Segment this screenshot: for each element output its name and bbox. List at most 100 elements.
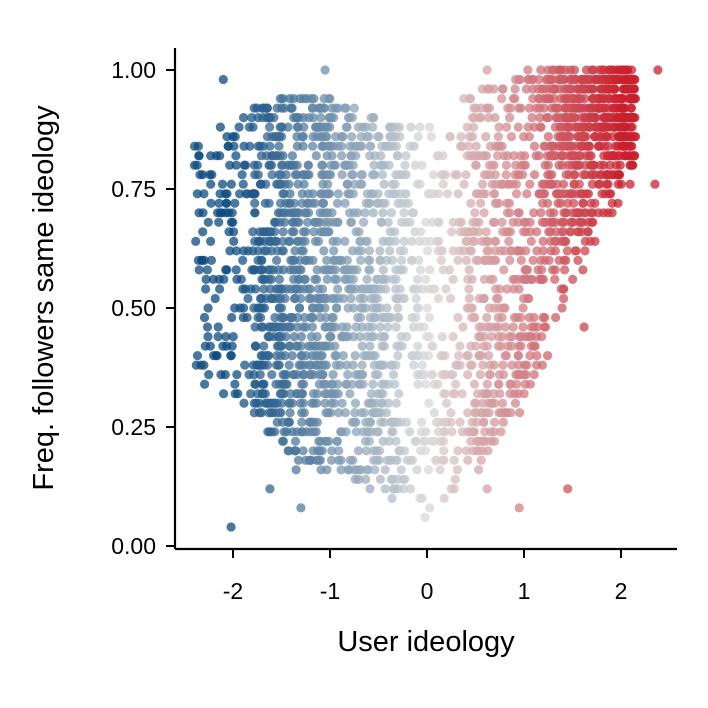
data-point (330, 103, 340, 113)
data-point (438, 436, 449, 446)
data-point (247, 113, 257, 123)
data-point (448, 246, 458, 256)
data-point (322, 151, 332, 161)
data-point (529, 322, 539, 332)
data-point (482, 246, 492, 256)
data-point (291, 465, 301, 475)
data-point (272, 417, 282, 427)
data-point (358, 122, 368, 132)
data-point (222, 189, 232, 199)
data-point (334, 408, 344, 418)
data-point (456, 132, 466, 142)
data-point (502, 198, 512, 208)
data-point (278, 94, 288, 104)
data-point (340, 198, 350, 208)
data-point (362, 274, 372, 284)
x-tick-label: 2 (615, 578, 628, 604)
data-point (306, 341, 316, 351)
data-point (351, 227, 361, 237)
data-point (565, 94, 575, 104)
data-point (390, 132, 400, 142)
data-point (595, 160, 606, 170)
data-point (392, 312, 403, 323)
data-point (378, 236, 388, 246)
data-point (556, 74, 566, 85)
data-point (213, 332, 223, 342)
data-point (317, 160, 327, 170)
data-point (214, 198, 224, 208)
data-point (509, 151, 519, 161)
data-point (391, 398, 401, 408)
data-point (315, 208, 325, 218)
data-point (588, 94, 598, 104)
data-point (587, 103, 597, 113)
data-point (469, 236, 480, 246)
data-point (350, 465, 360, 475)
data-point (548, 151, 558, 161)
data-point (626, 103, 636, 113)
data-point (387, 179, 397, 189)
data-point (323, 208, 333, 218)
data-point (551, 227, 561, 237)
data-point (312, 265, 322, 275)
data-point (348, 360, 358, 370)
data-point (351, 370, 361, 380)
data-point (373, 132, 383, 142)
data-point (221, 332, 231, 342)
data-point (463, 351, 473, 361)
data-point (476, 455, 486, 465)
data-point (278, 312, 288, 323)
data-point (627, 122, 637, 132)
data-point (266, 293, 276, 304)
data-point (256, 360, 266, 370)
data-point (324, 170, 334, 180)
data-point (337, 170, 347, 180)
data-point (551, 113, 561, 123)
data-point (415, 265, 426, 275)
data-point (482, 103, 492, 113)
data-point (385, 227, 395, 237)
data-point (353, 141, 363, 151)
data-point (346, 293, 356, 304)
data-point (243, 293, 253, 304)
data-point (364, 255, 374, 265)
data-point (375, 255, 385, 265)
data-point (548, 217, 558, 227)
data-point (463, 370, 473, 380)
data-point (529, 141, 540, 151)
data-point (308, 103, 318, 113)
data-point (588, 65, 599, 75)
data-point (493, 293, 503, 304)
data-point (626, 141, 636, 151)
data-point (501, 160, 511, 170)
data-point (440, 389, 450, 399)
data-point (233, 389, 243, 399)
data-point (225, 246, 235, 256)
data-point (393, 474, 403, 484)
data-point (490, 246, 501, 256)
data-point (495, 284, 505, 294)
data-point (265, 265, 275, 275)
data-point (345, 141, 355, 151)
data-point (510, 398, 521, 408)
data-point (547, 170, 557, 180)
data-point (285, 94, 295, 104)
data-point (261, 246, 272, 256)
data-point (497, 94, 507, 104)
data-point (502, 151, 513, 161)
data-point (340, 408, 350, 418)
data-point (614, 170, 624, 180)
data-point (304, 208, 314, 218)
data-point (375, 322, 385, 332)
data-point (506, 379, 516, 389)
data-point (206, 198, 216, 208)
data-point (211, 151, 221, 161)
data-point (438, 179, 448, 189)
data-point (424, 351, 434, 361)
data-point (421, 379, 431, 389)
data-point (484, 303, 494, 313)
data-point (326, 322, 336, 332)
data-point (392, 293, 402, 304)
data-point (330, 265, 341, 275)
data-point (278, 265, 288, 275)
